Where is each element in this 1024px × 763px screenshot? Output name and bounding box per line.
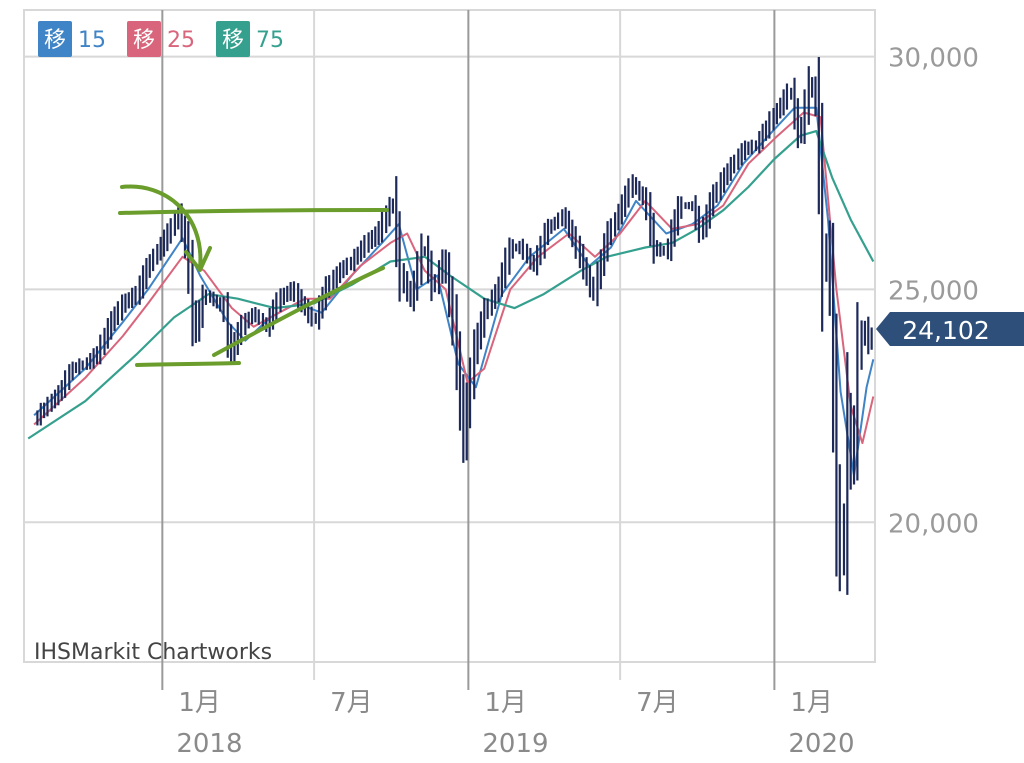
legend-item-ma75: 移 75 [216,21,284,57]
x-tick-year-label: 2018 [176,729,242,759]
legend-badge-ma75 [216,21,250,57]
grid [23,9,876,690]
annotation-support-line [135,361,241,367]
annotation-arrow-head [184,246,212,272]
x-axis-labels: 1月 2018 7月 1月 2019 7月 1月 2020 [176,688,854,759]
annotation-arrow-curve [120,184,203,270]
x-tick-month-label: 7月 [330,688,373,718]
legend-item-ma25: 移 25 [127,21,195,57]
legend-period-label: 25 [167,28,195,53]
hand-drawn-annotations [118,184,389,367]
legend-badge-label: 移 [133,28,155,53]
y-axis-labels: 30,000 25,000 20,000 [888,44,979,540]
legend-badge-ma15 [38,21,72,57]
x-tick-year-label: 2019 [482,729,548,759]
legend-badge-label: 移 [222,28,244,53]
x-tick-month-label: 1月 [178,688,221,718]
legend-item-ma15: 移 15 [38,21,106,57]
ma-line-15 [33,106,875,477]
last-price-value: 24,102 [902,316,989,345]
last-price-tag: 24,102 [876,312,1024,346]
last-price-tag-background [876,312,1024,346]
y-tick-label: 25,000 [888,276,979,306]
x-tick-month-label: 7月 [636,688,679,718]
x-tick-year-label: 2020 [788,729,854,759]
legend-badge-ma25 [127,21,161,57]
ma-line-75 [27,130,875,440]
plot-frame [23,9,876,663]
legend: 移 15 移 25 移 75 [38,21,284,57]
y-tick-label: 30,000 [888,44,979,74]
annotation-rising-line [212,266,385,357]
legend-period-label: 15 [78,28,106,53]
price-bars [36,56,873,595]
legend-badge-label: 移 [44,28,66,53]
data-provider-credit: IHSMarkit Chartworks [34,640,272,665]
moving-average-lines [27,106,875,477]
legend-period-label: 75 [256,28,284,53]
x-tick-month-label: 1月 [790,688,833,718]
y-tick-label: 20,000 [888,509,979,539]
x-tick-month-label: 1月 [484,688,527,718]
annotation-resistance-line [118,208,389,215]
